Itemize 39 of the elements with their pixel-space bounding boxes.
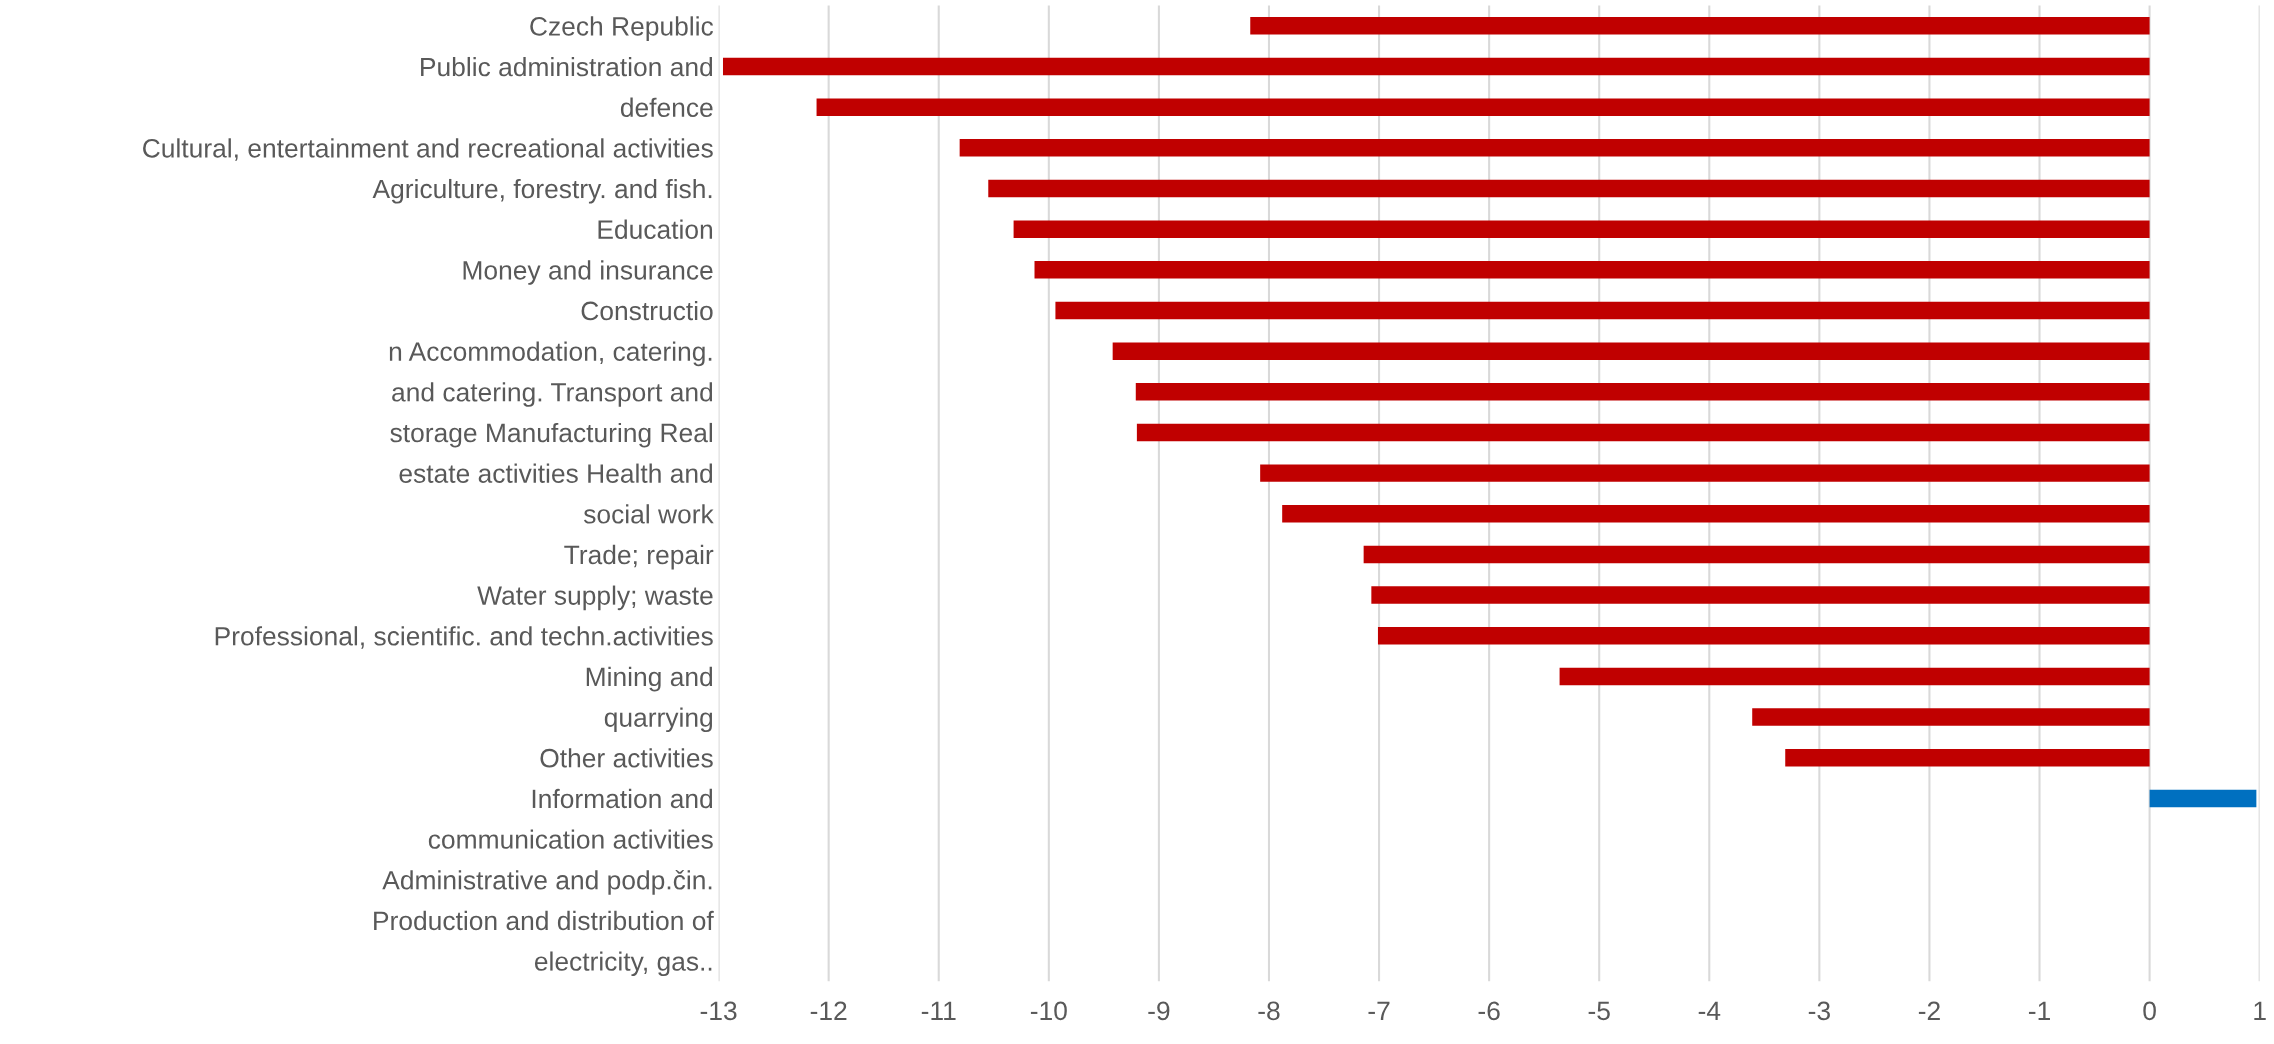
x-tick-label: -1 bbox=[2028, 1001, 2050, 1020]
y-tick-label: Information and bbox=[532, 788, 713, 809]
y-tick-label: social work bbox=[583, 504, 714, 524]
y-tick-label: Mining and bbox=[586, 666, 713, 692]
x-tick-label: -5 bbox=[1588, 1001, 1610, 1021]
y-tick-label: and catering. Transport and bbox=[392, 382, 713, 407]
y-tick-label: Administrative and podp.čin. bbox=[382, 870, 712, 895]
y-tick-label: communication activities bbox=[428, 829, 713, 849]
x-tick-label: -7 bbox=[1368, 1001, 1390, 1020]
x-tick-label: -6 bbox=[1478, 1001, 1500, 1021]
y-tick-label: electricity, gas.. bbox=[534, 951, 712, 977]
x-tick-label: -10 bbox=[1030, 1001, 1067, 1021]
y-tick-label: Money and insurance bbox=[463, 260, 713, 285]
y-tick-label: Other activities bbox=[540, 748, 713, 768]
y-tick-label: Education bbox=[598, 219, 713, 239]
x-tick-label: 1 bbox=[2254, 1001, 2266, 1020]
x-tick-label: -2 bbox=[1918, 1001, 1940, 1020]
y-tick-label: Professional, scientific. and techn.activities bbox=[215, 626, 713, 649]
x-tick-label: -11 bbox=[921, 1001, 956, 1020]
x-tick-label: -4 bbox=[1698, 1001, 1721, 1020]
x-tick-label: -12 bbox=[810, 1001, 847, 1020]
y-tick-label: defence bbox=[620, 97, 713, 117]
y-tick-label: storage Manufacturing Real bbox=[390, 422, 712, 448]
y-tick-label: Trade; repair bbox=[564, 544, 714, 570]
y-tick-label: quarrying bbox=[604, 707, 713, 733]
y-tick-label: n Accommodation, catering. bbox=[389, 341, 712, 367]
y-tick-label: Cultural, entertainment and recreational activities bbox=[143, 138, 713, 161]
y-tick-label: estate activities Health and bbox=[399, 463, 713, 483]
y-tick-label: Constructio bbox=[581, 300, 713, 321]
x-tick-label: 0 bbox=[2143, 1001, 2156, 1021]
y-tick-label: Czech Republic bbox=[530, 16, 714, 41]
y-tick-label: Water supply; waste bbox=[477, 585, 713, 611]
y-tick-label: Agriculture, forestry. and fish. bbox=[372, 178, 712, 204]
x-tick-label: -9 bbox=[1148, 1001, 1170, 1021]
x-tick-label: -13 bbox=[700, 1001, 737, 1021]
x-tick-label: -8 bbox=[1258, 1001, 1280, 1021]
x-tick-label: -3 bbox=[1808, 1001, 1830, 1021]
y-tick-label: Production and distribution of bbox=[374, 910, 714, 931]
y-tick-label: Public administration and bbox=[421, 56, 713, 77]
